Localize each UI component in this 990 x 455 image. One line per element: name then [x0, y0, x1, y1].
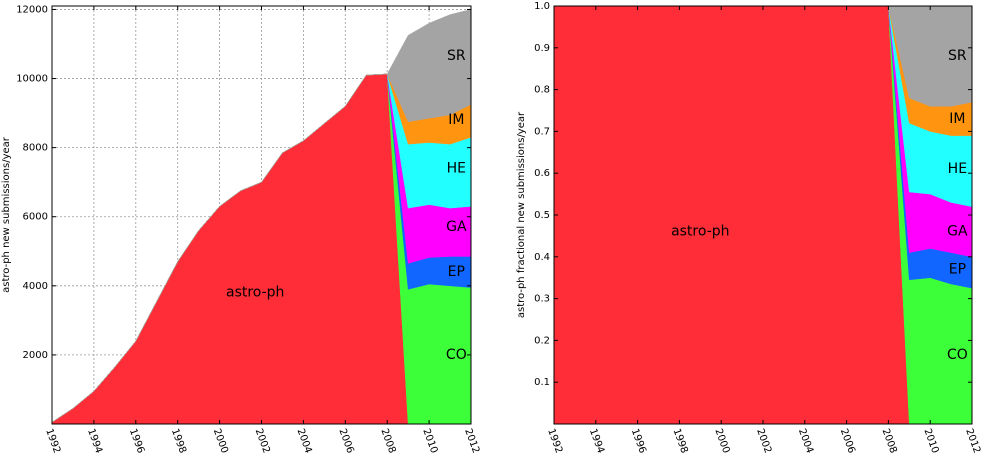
x-tick-label: 2010 [921, 427, 940, 455]
x-tick-label: 2008 [378, 427, 397, 455]
y-tick-label: 0.1 [534, 377, 550, 388]
y-axis-label: astro-ph new submissions/year [1, 136, 12, 293]
x-tick-label: 2004 [796, 427, 815, 455]
series-label-CO: CO [446, 347, 467, 363]
series-label-HE: HE [447, 160, 466, 176]
series-label-CO: CO [947, 347, 968, 363]
x-tick-label: 1992 [545, 427, 564, 455]
y-tick-label: 2000 [23, 350, 48, 361]
x-tick-label: 2002 [754, 427, 773, 455]
y-tick-label: 0.9 [534, 43, 550, 54]
x-tick-label: 1998 [671, 427, 690, 455]
x-tick-label: 2010 [420, 427, 439, 455]
x-tick-label: 2000 [712, 427, 731, 455]
y-tick-label: 0.2 [534, 335, 550, 346]
stacked-areas [553, 5, 973, 425]
y-axis-label: astro-ph fractional new submissions/year [516, 111, 527, 318]
series-label-SR: SR [447, 48, 466, 64]
x-tick-label: 2012 [462, 427, 481, 455]
y-tick-label: 0.6 [534, 168, 550, 179]
x-tick-label: 2000 [211, 427, 230, 455]
series-label-EP: EP [949, 261, 966, 277]
y-tick-label: 10000 [16, 74, 48, 85]
x-tick-label: 1996 [629, 427, 648, 455]
series-label-IM: IM [448, 112, 464, 128]
series-label-GA: GA [446, 219, 467, 235]
x-tick-label: 1996 [127, 427, 146, 455]
y-tick-label: 0.7 [534, 126, 550, 137]
y-tick-label: 8000 [23, 143, 48, 154]
series-label-GA: GA [947, 224, 968, 240]
series-label-SR: SR [948, 48, 967, 64]
y-tick-label: 0.4 [534, 252, 550, 263]
x-tick-label: 1994 [85, 427, 104, 455]
series-label-IM: IM [949, 111, 965, 127]
series-label-astro-ph: astro-ph [226, 285, 284, 301]
series-label-HE: HE [948, 161, 967, 177]
x-tick-label: 2006 [336, 427, 355, 455]
x-tick-label: 2004 [295, 427, 314, 455]
y-tick-label: 12000 [16, 4, 48, 15]
y-tick-label: 4000 [23, 281, 48, 292]
x-tick-label: 2012 [963, 427, 982, 455]
fractional-submissions-stacked-area-chart: astro-ph CO EP GA HE IM SR 1992 1994 1996 1998 2000… [516, 1, 982, 455]
series-label-EP: EP [448, 264, 465, 280]
x-tick-label: 1994 [587, 427, 606, 455]
x-tick-label: 2008 [880, 427, 899, 455]
x-tick-label: 1992 [43, 427, 62, 455]
y-tick-label: 0.3 [534, 294, 550, 305]
x-tick-label: 1998 [169, 427, 188, 455]
y-tick-label: 0.8 [534, 85, 550, 96]
submissions-stacked-area-chart: astro-ph CO EP GA HE IM SR 1992 1994 1996 1998 2000… [1, 4, 481, 455]
y-tick-label: 1.0 [534, 1, 550, 12]
stacked-areas [51, 9, 472, 425]
x-tick-label: 2006 [838, 427, 857, 455]
y-tick-label: 0.5 [534, 210, 550, 221]
series-label-astro-ph: astro-ph [671, 224, 729, 240]
y-tick-label: 6000 [23, 212, 48, 223]
x-tick-label: 2002 [253, 427, 272, 455]
